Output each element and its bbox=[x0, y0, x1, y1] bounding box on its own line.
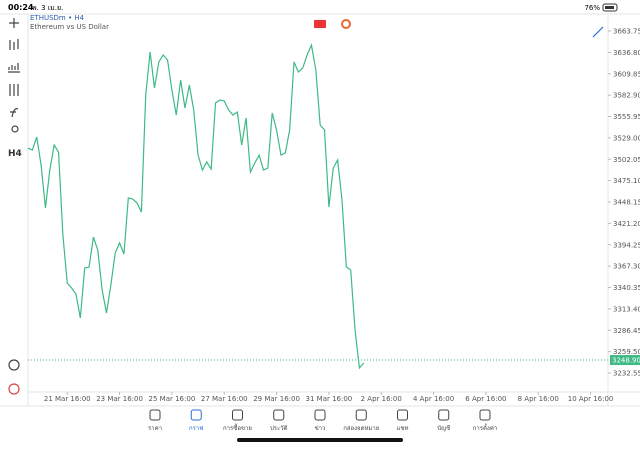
y-tick-label: 3502.05 bbox=[613, 156, 640, 164]
x-tick-label: 23 Mar 16:00 bbox=[96, 395, 143, 403]
nav-icon bbox=[314, 409, 326, 421]
indicator-tool[interactable] bbox=[9, 39, 19, 50]
y-tick-label: 3286.45 bbox=[613, 327, 640, 335]
chart-title: ETHUSDm • H4 bbox=[30, 14, 85, 22]
nav-item[interactable]: กราฟ bbox=[189, 409, 203, 432]
nav-label: ข่าว bbox=[315, 425, 326, 432]
nav-label: ประวัติ bbox=[270, 425, 288, 432]
y-tick-label: 3340.35 bbox=[613, 284, 640, 292]
nav-icon bbox=[273, 409, 285, 421]
nav-label: ราคา bbox=[148, 425, 162, 432]
y-tick-label: 3259.50 bbox=[613, 348, 640, 356]
x-tick-label: 4 Apr 16:00 bbox=[413, 395, 454, 403]
draw-tool[interactable] bbox=[592, 26, 604, 38]
y-tick-label: 3313.40 bbox=[613, 305, 640, 313]
app-icon[interactable] bbox=[8, 383, 20, 395]
status-date: พ. 3 เม.ย. bbox=[32, 4, 63, 12]
function-tool[interactable] bbox=[10, 108, 19, 118]
x-tick-label: 2 Apr 16:00 bbox=[361, 395, 402, 403]
nav-label: แชท bbox=[397, 425, 409, 432]
chart-subtitle: Ethereum vs US Dollar bbox=[30, 23, 109, 31]
x-tick-label: 8 Apr 16:00 bbox=[518, 395, 559, 403]
y-tick-label: 3636.80 bbox=[613, 49, 640, 57]
x-tick-label: 10 Apr 16:00 bbox=[568, 395, 614, 403]
nav-label: การซื้อขาย bbox=[223, 422, 252, 432]
volume-tool[interactable] bbox=[8, 63, 20, 73]
nav-icon bbox=[438, 409, 450, 421]
nav-item[interactable]: ประวัติ bbox=[270, 409, 288, 432]
status-time: 00:24 bbox=[8, 3, 34, 12]
nav-icon bbox=[232, 409, 243, 421]
battery-icon bbox=[602, 3, 618, 12]
home-indicator bbox=[237, 438, 403, 442]
y-tick-label: 3609.85 bbox=[613, 70, 640, 78]
x-tick-label: 29 Mar 16:00 bbox=[253, 395, 300, 403]
nav-item[interactable]: แชท bbox=[397, 409, 409, 432]
nav-item[interactable]: ข่าว bbox=[314, 409, 326, 432]
y-tick-label: 3448.15 bbox=[613, 199, 640, 207]
nav-item[interactable]: บัญชี bbox=[437, 409, 450, 432]
y-tick-label: 3421.20 bbox=[613, 220, 640, 228]
price-line bbox=[27, 42, 365, 370]
nav-icon bbox=[149, 409, 161, 421]
x-tick-label: 27 Mar 16:00 bbox=[201, 395, 248, 403]
y-tick-label: 3394.25 bbox=[613, 241, 640, 249]
nav-icon bbox=[479, 409, 491, 421]
x-tick-label: 21 Mar 16:00 bbox=[44, 395, 91, 403]
current-price-box bbox=[610, 355, 640, 366]
status-battery: 76% bbox=[584, 4, 600, 12]
nav-item[interactable]: การซื้อขาย bbox=[223, 409, 252, 432]
crosshair-tool[interactable] bbox=[9, 18, 19, 28]
object-tool[interactable] bbox=[11, 125, 19, 133]
flag-icon bbox=[314, 20, 326, 28]
trade-tool[interactable] bbox=[8, 359, 20, 371]
timeframe-button[interactable]: H4 bbox=[8, 149, 22, 159]
x-tick-label: 31 Mar 16:00 bbox=[306, 395, 353, 403]
nav-label: กราฟ bbox=[189, 425, 203, 432]
settings-tool[interactable] bbox=[9, 84, 19, 96]
nav-icon bbox=[397, 409, 408, 421]
nav-item[interactable]: กล่องจดหมาย bbox=[343, 409, 379, 432]
y-tick-label: 3232.55 bbox=[613, 370, 640, 378]
x-tick-label: 25 Mar 16:00 bbox=[149, 395, 196, 403]
y-tick-label: 3663.75 bbox=[613, 28, 640, 36]
y-tick-label: 3582.90 bbox=[613, 92, 640, 100]
y-tick-label: 3475.10 bbox=[613, 177, 640, 185]
battery-level bbox=[605, 6, 614, 9]
nav-item[interactable]: การตั้งค่า bbox=[473, 409, 497, 432]
nav-item[interactable]: ราคา bbox=[148, 409, 162, 432]
nav-label: การตั้งค่า bbox=[473, 422, 497, 432]
nav-label: กล่องจดหมาย bbox=[343, 425, 379, 432]
y-tick-label: 3367.30 bbox=[613, 263, 640, 271]
flag-icon bbox=[341, 19, 351, 29]
y-tick-label: 3555.95 bbox=[613, 113, 640, 121]
nav-label: บัญชี bbox=[437, 424, 450, 432]
current-price-label: 3248.90 bbox=[612, 357, 640, 365]
nav-icon bbox=[190, 409, 202, 421]
y-tick-label: 3529.00 bbox=[613, 134, 640, 142]
x-tick-label: 6 Apr 16:00 bbox=[465, 395, 506, 403]
nav-icon bbox=[355, 409, 367, 421]
